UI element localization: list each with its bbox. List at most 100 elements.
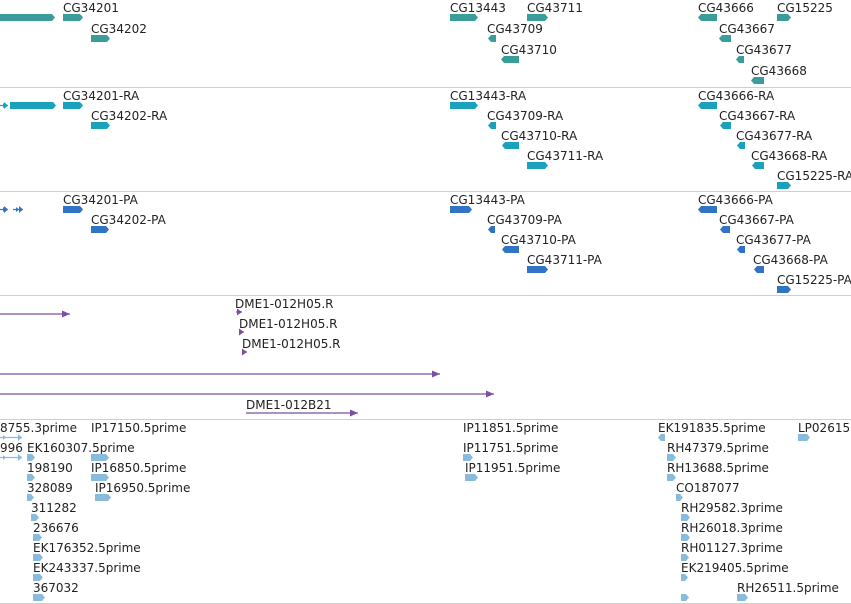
est-feature-glyph[interactable] <box>676 494 683 501</box>
clone-alignment-line[interactable] <box>239 328 246 336</box>
feature-label[interactable]: CG43666-PA <box>698 193 773 207</box>
feature-label[interactable]: CG43668-PA <box>753 253 828 267</box>
est-feature-glyph[interactable] <box>31 514 39 521</box>
feature-label[interactable]: CG13443-PA <box>450 193 525 207</box>
feature-label[interactable]: CG43709-RA <box>487 109 564 123</box>
feature-label[interactable]: 198190 <box>27 461 73 475</box>
feature-label[interactable]: CG34202-PA <box>91 213 166 227</box>
est-feature-glyph[interactable] <box>463 454 473 461</box>
feature-label[interactable]: CG15225-PA <box>777 273 851 287</box>
feature-label[interactable]: 367032 <box>33 581 79 595</box>
feature-label[interactable]: 8755.3prime <box>0 421 77 435</box>
est-feature-glyph[interactable] <box>737 594 748 601</box>
est-feature-glyph[interactable] <box>33 554 43 561</box>
clone-alignment-line[interactable] <box>246 409 360 417</box>
feature-label[interactable]: CG43711-RA <box>527 149 604 163</box>
est-feature-glyph[interactable] <box>91 474 109 481</box>
gene-feature-glyph[interactable] <box>736 56 744 63</box>
mrna-feature-glyph[interactable] <box>752 162 764 169</box>
mrna-feature-glyph[interactable] <box>91 122 110 129</box>
feature-label[interactable]: 328089 <box>27 481 73 495</box>
mrna-feature-glyph[interactable] <box>502 142 519 149</box>
gene-feature-glyph[interactable] <box>777 14 791 21</box>
feature-label[interactable]: LP02615 <box>798 421 851 435</box>
est-feature-glyph[interactable] <box>91 454 109 461</box>
feature-label[interactable]: CG34201 <box>63 1 119 15</box>
feature-label[interactable]: CG13443 <box>450 1 506 15</box>
feature-label[interactable]: CG43709 <box>487 22 543 36</box>
mrna-feature-glyph[interactable] <box>737 142 745 149</box>
gene-feature-glyph[interactable] <box>63 14 83 21</box>
feature-label[interactable]: CG34201-RA <box>63 89 140 103</box>
feature-label[interactable]: DME1-012H05.R <box>239 317 338 331</box>
feature-label[interactable]: 236676 <box>33 521 79 535</box>
feature-label[interactable]: CG43668 <box>751 64 807 78</box>
protein-feature-glyph[interactable] <box>488 226 495 233</box>
mrna-feature-glyph[interactable] <box>777 182 791 189</box>
feature-label[interactable]: 311282 <box>31 501 77 515</box>
feature-label[interactable]: EK219405.5prime <box>681 561 789 575</box>
gene-feature-glyph[interactable] <box>698 14 717 21</box>
feature-label[interactable]: DME1-012H05.R <box>242 337 341 351</box>
clone-alignment-line[interactable] <box>0 310 72 318</box>
feature-label[interactable]: DME1-012B21 <box>246 398 332 412</box>
est-feature-glyph[interactable] <box>681 514 690 521</box>
gene-feature-glyph[interactable] <box>719 35 731 42</box>
est-feature-glyph[interactable] <box>667 474 676 481</box>
feature-label[interactable]: CG43677-RA <box>736 129 813 143</box>
protein-feature-glyph[interactable] <box>527 266 548 273</box>
mrna-feature-glyph[interactable] <box>10 102 56 109</box>
mrna-feature-glyph[interactable] <box>527 162 548 169</box>
feature-label[interactable]: RH26018.3prime <box>681 521 783 535</box>
est-feature-glyph[interactable] <box>681 554 689 561</box>
gene-feature-glyph[interactable] <box>91 35 110 42</box>
gene-feature-glyph[interactable] <box>527 14 548 21</box>
protein-feature-glyph[interactable] <box>720 226 730 233</box>
est-feature-glyph[interactable] <box>27 494 34 501</box>
est-feature-glyph[interactable] <box>95 494 111 501</box>
est-feature-glyph[interactable] <box>0 454 22 461</box>
feature-label[interactable]: 996 <box>0 441 23 455</box>
feature-label[interactable]: RH13688.5prime <box>667 461 769 475</box>
feature-label[interactable]: DME1-012H05.R <box>235 297 334 311</box>
feature-label[interactable]: RH47379.5prime <box>667 441 769 455</box>
est-feature-glyph[interactable] <box>33 594 45 601</box>
feature-label[interactable]: EK191835.5prime <box>658 421 766 435</box>
gene-feature-glyph[interactable] <box>488 35 496 42</box>
mrna-feature-glyph[interactable] <box>0 102 8 109</box>
feature-label[interactable]: IP11951.5prime <box>465 461 561 475</box>
clone-alignment-line[interactable] <box>242 348 249 356</box>
mrna-feature-glyph[interactable] <box>63 102 83 109</box>
feature-label[interactable]: CG15225 <box>777 1 833 15</box>
est-feature-glyph[interactable] <box>658 434 665 441</box>
feature-label[interactable]: IP11751.5prime <box>463 441 559 455</box>
protein-feature-glyph[interactable] <box>502 246 519 253</box>
gene-feature-glyph[interactable] <box>501 56 519 63</box>
protein-feature-glyph[interactable] <box>777 286 791 293</box>
protein-feature-glyph[interactable] <box>754 266 764 273</box>
protein-feature-glyph[interactable] <box>0 206 8 213</box>
est-feature-glyph[interactable] <box>681 574 688 581</box>
est-feature-glyph[interactable] <box>33 534 42 541</box>
feature-label[interactable]: CG43668-RA <box>751 149 828 163</box>
clone-alignment-line[interactable] <box>236 308 244 316</box>
protein-feature-glyph[interactable] <box>450 206 472 213</box>
feature-label[interactable]: CG43667-PA <box>719 213 794 227</box>
feature-label[interactable]: IP16950.5prime <box>95 481 191 495</box>
protein-feature-glyph[interactable] <box>698 206 717 213</box>
feature-label[interactable]: CG43709-PA <box>487 213 562 227</box>
feature-label[interactable]: IP17150.5prime <box>91 421 187 435</box>
feature-label[interactable]: RH26511.5prime <box>737 581 839 595</box>
feature-label[interactable]: CG43711 <box>527 1 583 15</box>
protein-feature-glyph[interactable] <box>91 226 109 233</box>
mrna-feature-glyph[interactable] <box>450 102 478 109</box>
feature-label[interactable]: IP16850.5prime <box>91 461 187 475</box>
gene-feature-glyph[interactable] <box>0 14 55 21</box>
protein-feature-glyph[interactable] <box>63 206 83 213</box>
est-feature-glyph[interactable] <box>681 594 689 601</box>
mrna-feature-glyph[interactable] <box>488 122 496 129</box>
est-feature-glyph[interactable] <box>798 434 810 441</box>
clone-alignment-line[interactable] <box>0 390 496 398</box>
feature-label[interactable]: CG43711-PA <box>527 253 602 267</box>
est-feature-glyph[interactable] <box>681 534 690 541</box>
